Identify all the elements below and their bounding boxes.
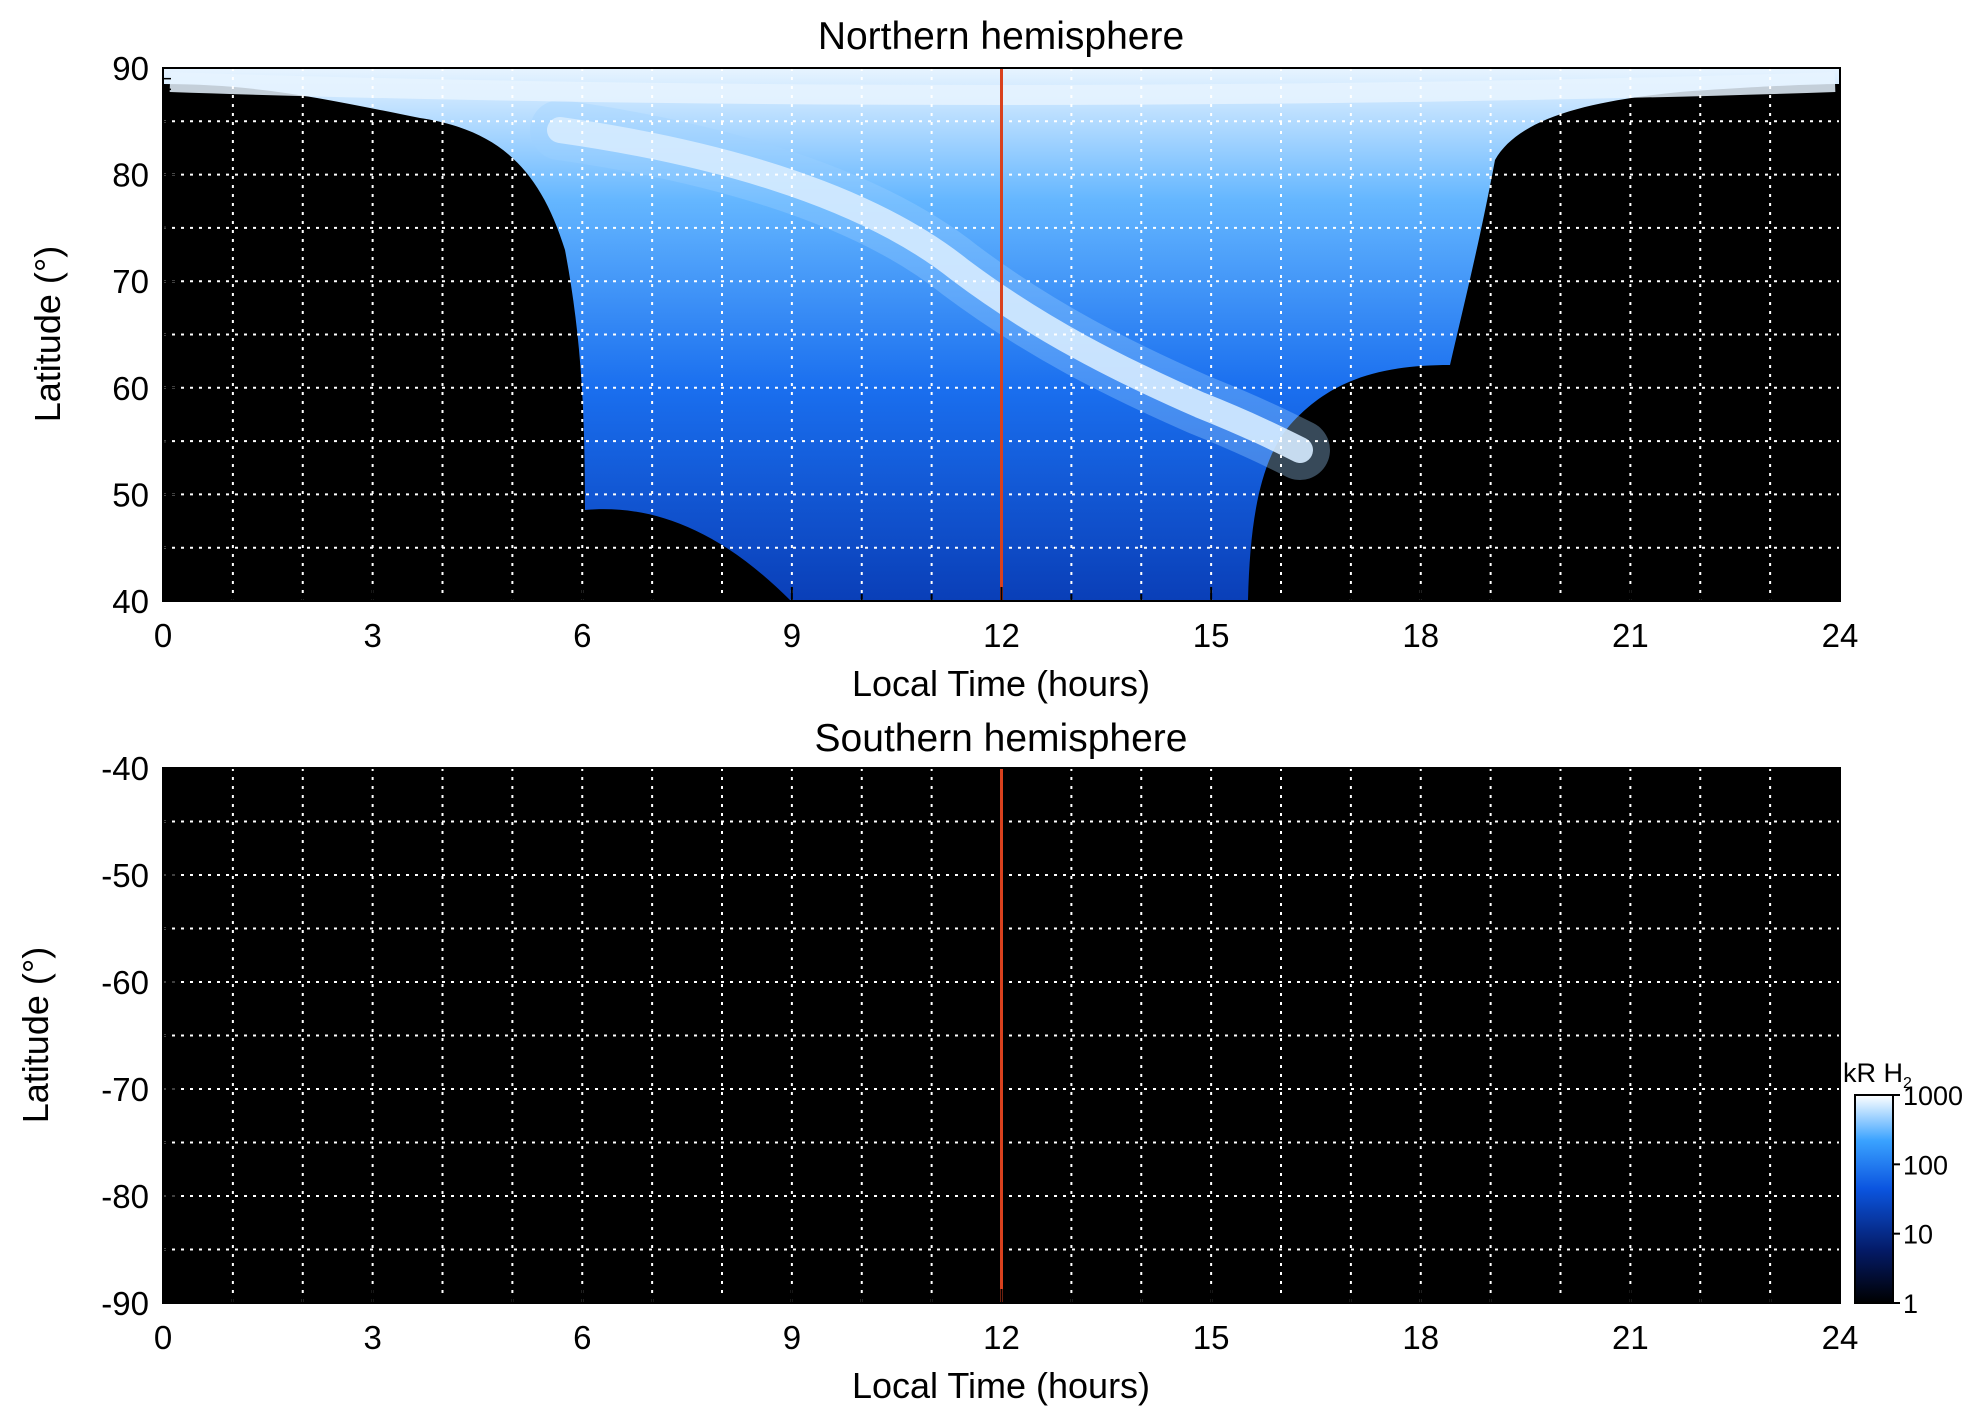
x-tick-label: 0 (154, 1319, 172, 1356)
colorbar-label-subscript: 2 (1903, 1075, 1912, 1092)
colorbar-tick-label: 1 (1903, 1289, 1918, 1319)
x-tick-label: 18 (1402, 1319, 1439, 1356)
x-tick-label: 24 (1822, 617, 1859, 654)
y-tick-label: -80 (101, 1178, 149, 1215)
x-tick-label: 15 (1193, 1319, 1230, 1356)
northern-ylabel: Latitude (°) (27, 246, 68, 422)
x-tick-label: 21 (1612, 1319, 1649, 1356)
x-tick-label: 6 (573, 617, 591, 654)
colorbar-tick-label: 10 (1903, 1220, 1933, 1250)
northern-ticks: 0 3 6 9 12 15 18 21 24 90 80 70 60 50 40 (112, 50, 1858, 654)
colorbar-tick-label: 1000 (1903, 1081, 1963, 1111)
colorbar-ticks: 1000 100 10 1 (1893, 1081, 1963, 1319)
x-tick-label: 6 (573, 1319, 591, 1356)
colorbar: kR H2 1000 100 10 1 (1843, 1058, 1963, 1319)
southern-ylabel: Latitude (°) (15, 947, 56, 1123)
y-tick-label: 70 (112, 263, 149, 300)
y-tick-label: 40 (112, 583, 149, 620)
x-tick-label: 12 (983, 617, 1020, 654)
x-tick-label: 9 (783, 617, 801, 654)
y-tick-label: -40 (101, 750, 149, 787)
auroral-oval-glow (530, 100, 1330, 480)
northern-xlabel: Local Time (hours) (852, 663, 1150, 704)
southern-title: Southern hemisphere (815, 717, 1188, 760)
northern-title: Northern hemisphere (818, 15, 1184, 58)
y-tick-label: 50 (112, 476, 149, 513)
y-tick-label: 90 (112, 50, 149, 87)
x-tick-label: 15 (1193, 617, 1230, 654)
x-tick-label: 3 (363, 1319, 381, 1356)
northern-panel: Northern hemisphere 0 3 6 9 12 15 18 21 24 90 80 70… (27, 15, 1858, 704)
x-tick-label: 3 (363, 617, 381, 654)
southern-xlabel: Local Time (hours) (852, 1365, 1150, 1406)
southern-panel: Southern hemisphere 0 3 6 9 12 15 18 21 24 -40 -50… (15, 717, 1858, 1406)
y-tick-label: -70 (101, 1071, 149, 1108)
y-tick-label: -90 (101, 1285, 149, 1322)
x-tick-label: 24 (1822, 1319, 1859, 1356)
x-tick-label: 21 (1612, 617, 1649, 654)
x-tick-label: 12 (983, 1319, 1020, 1356)
y-tick-label: 80 (112, 157, 149, 194)
x-tick-label: 18 (1402, 617, 1439, 654)
y-tick-label: -50 (101, 857, 149, 894)
colorbar-tick-label: 100 (1903, 1150, 1948, 1180)
southern-ticks: 0 3 6 9 12 15 18 21 24 -40 -50 -60 -70 -80 -90 (101, 750, 1858, 1356)
x-tick-label: 9 (783, 1319, 801, 1356)
y-tick-label: -60 (101, 964, 149, 1001)
x-tick-label: 0 (154, 617, 172, 654)
auroral-oval-band (547, 117, 1313, 463)
y-tick-label: 60 (112, 370, 149, 407)
colorbar-gradient (1854, 1094, 1894, 1304)
colorbar-label: kR H2 (1843, 1058, 1912, 1092)
